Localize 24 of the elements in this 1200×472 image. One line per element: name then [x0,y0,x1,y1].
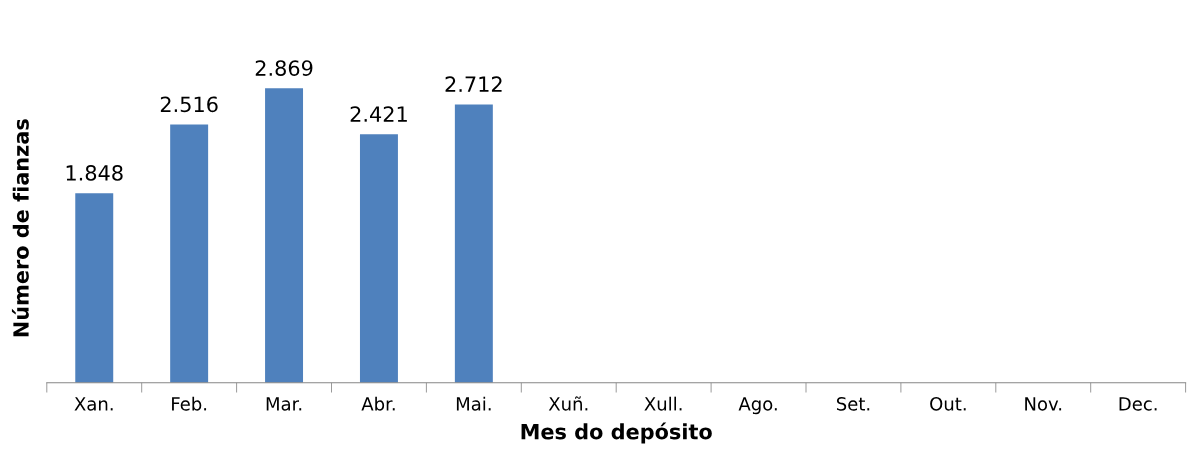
data-label: 2.421 [350,106,407,122]
x-axis-title: Mes do depósito [521,422,712,444]
bar [359,134,398,383]
x-tick-label: Nov. [1025,397,1062,411]
bar [170,124,209,383]
data-label: 2.869 [255,60,313,76]
x-tick-label: Xan. [74,397,113,411]
x-tick-label: Dec. [1119,397,1157,411]
bar [454,104,493,383]
data-label: 1.848 [66,165,123,181]
data-label: 2.712 [445,76,502,92]
data-label: 2.516 [160,96,218,113]
x-tick-label: Ago. [738,397,777,415]
x-tick-label: Mar. [266,397,302,411]
x-tick-label: Abr. [361,396,395,411]
x-tick-label: Xuñ. [548,396,588,411]
bar [265,88,304,383]
y-axis-title: Número de fianzas [11,119,29,337]
x-tick-label: Out. [930,397,966,411]
x-tick-label: Mai. [456,396,491,411]
x-tick-label: Set. [836,397,870,411]
x-tick-label: Feb. [172,396,207,411]
bar [75,193,114,383]
x-tick-label: Xull. [644,396,682,411]
